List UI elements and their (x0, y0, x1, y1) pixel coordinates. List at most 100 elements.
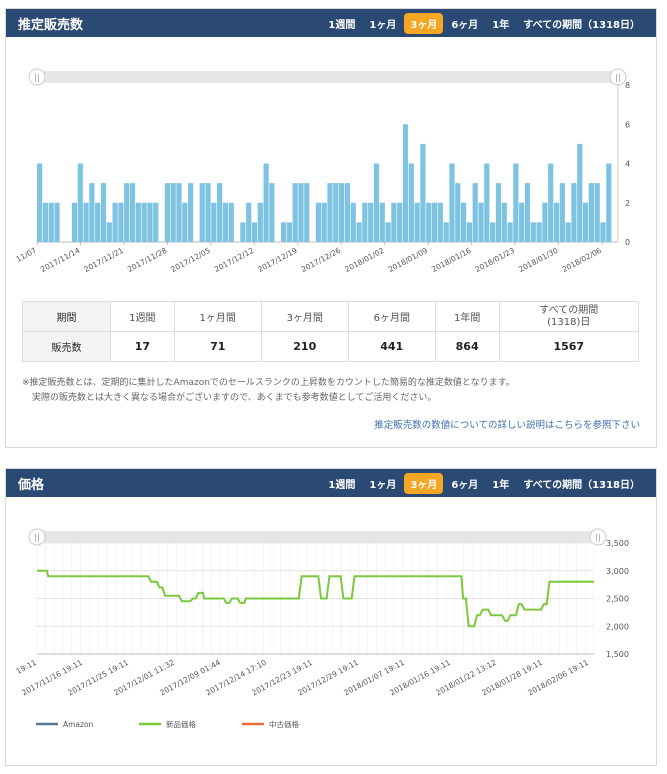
x-tick-label: 11/07 (15, 246, 39, 264)
sales-panel-title: 推定販売数 (18, 17, 84, 33)
range-tab[interactable]: 1週間 (328, 479, 356, 491)
range-tab[interactable]: すべての期間（1318日） (523, 19, 640, 31)
bar (106, 222, 112, 243)
bar (100, 183, 107, 243)
sales-explanation-link[interactable]: 推定販売数の数値についての詳しい説明はこちらを参照下さい (374, 420, 640, 431)
bar (83, 202, 89, 242)
range-tab[interactable]: 3ヶ月 (404, 472, 444, 494)
y-tick-label: 0 (625, 238, 630, 247)
bar (350, 202, 356, 242)
sales-panel: 推定販売数 1週間 1ヶ月 3ヶ月 6ヶ月 1年 すべての期間（1318日） || || 0 2… (5, 8, 657, 448)
bar (490, 222, 496, 243)
bar (89, 183, 95, 243)
bar (263, 163, 269, 242)
bar (257, 202, 263, 242)
sales-table-header-row: 期間 1週間 1ヶ月間 3ヶ月間 6ヶ月間 1年間 すべての期間 (1318)日 (22, 301, 640, 332)
sales-count-cell: 441 (347, 331, 436, 362)
x-tick-label: 2018/01/02 (343, 246, 386, 274)
bar (472, 183, 478, 243)
x-tick-label: 2017/11/21 (82, 246, 125, 274)
bar (147, 202, 153, 242)
sales-period-cell: 1年間 (434, 301, 500, 332)
y-tick-label: 2,000 (606, 622, 629, 631)
bar (513, 163, 519, 242)
bar (362, 202, 368, 242)
y-tick-label: 4 (625, 160, 630, 169)
x-tick-label: 2017/12/19 (256, 246, 299, 274)
sales-count-cell: 864 (434, 331, 500, 362)
range-tab[interactable]: 3ヶ月 (404, 12, 444, 34)
bar (298, 183, 304, 243)
bar (164, 183, 170, 243)
range-navigator (37, 71, 618, 83)
bar (495, 183, 502, 243)
bar (373, 163, 380, 242)
price-panel-title: 価格 (18, 477, 45, 493)
sales-panel-header: 推定販売数 1週間 1ヶ月 3ヶ月 6ヶ月 1年 すべての期間（1318日） (6, 9, 656, 37)
bar (548, 163, 554, 242)
range-tab[interactable]: 1年 (492, 479, 510, 491)
bar (153, 202, 159, 242)
bar (304, 183, 310, 243)
bar (141, 202, 147, 242)
bar (437, 202, 443, 242)
bar (501, 202, 507, 242)
y-tick-label: 1,500 (606, 650, 629, 659)
range-tab[interactable]: 1週間 (328, 19, 356, 31)
navigator-left-handle[interactable] (28, 68, 46, 86)
x-tick-label: 2018/02/06 (561, 246, 604, 274)
sales-period-cell: すべての期間 (1318)日 (498, 301, 640, 332)
bar (199, 183, 205, 243)
bar (414, 202, 420, 242)
x-tick-label: 2017/12/26 (300, 246, 343, 274)
y-tick-label: 8 (625, 81, 630, 90)
bar (594, 183, 600, 243)
price-range-tabs: 1週間 1ヶ月 3ヶ月 6ヶ月 1年 すべての期間（1318日） (322, 472, 646, 494)
range-tab[interactable]: 6ヶ月 (451, 479, 479, 491)
bar (571, 183, 577, 243)
bar (176, 183, 182, 243)
bar (379, 202, 385, 242)
range-tab[interactable]: 1年 (492, 19, 510, 31)
range-navigator (37, 531, 598, 543)
bar (228, 202, 234, 242)
range-tab[interactable]: 1ヶ月 (369, 19, 397, 31)
bar (484, 163, 490, 242)
legend-label[interactable]: Amazon (63, 720, 94, 729)
bar (443, 222, 449, 243)
bar (565, 222, 571, 243)
bar (182, 202, 188, 242)
x-tick-label: 2017/11/14 (39, 246, 82, 274)
grip-icon: || (34, 533, 39, 542)
bar (455, 183, 461, 243)
y-tick-label: 2 (625, 199, 630, 208)
x-tick-label: 2018/01/30 (517, 246, 560, 274)
bar (327, 183, 333, 243)
sales-period-cell: 6ヶ月間 (347, 301, 436, 332)
price-line-chart: || ||1,5002,0002,5003,0003,50019:112017/1… (15, 528, 629, 729)
sales-table-value-row: 販売数 17 71 210 441 864 1567 (22, 331, 640, 362)
bar (135, 202, 141, 242)
bar (339, 183, 345, 243)
legend-label[interactable]: 新品価格 (166, 719, 196, 729)
bar (408, 163, 414, 242)
bar (431, 202, 438, 242)
bar (77, 163, 83, 242)
bar (315, 202, 321, 242)
range-tab[interactable]: 6ヶ月 (451, 19, 479, 31)
legend-label[interactable]: 中古価格 (269, 719, 299, 729)
bar (321, 202, 327, 242)
bar (478, 202, 484, 242)
bar (606, 163, 612, 242)
range-tab[interactable]: すべての期間（1318日） (523, 479, 640, 491)
sales-table: 期間 1週間 1ヶ月間 3ヶ月間 6ヶ月間 1年間 すべての期間 (1318)日… (22, 301, 640, 362)
navigator-right-handle[interactable] (589, 528, 607, 546)
bar (54, 202, 60, 242)
bar (385, 222, 391, 243)
range-tab[interactable]: 1ヶ月 (369, 479, 397, 491)
sales-table-value-label: 販売数 (22, 331, 111, 362)
bar (524, 183, 531, 243)
bar (217, 183, 223, 243)
bar (112, 202, 118, 242)
